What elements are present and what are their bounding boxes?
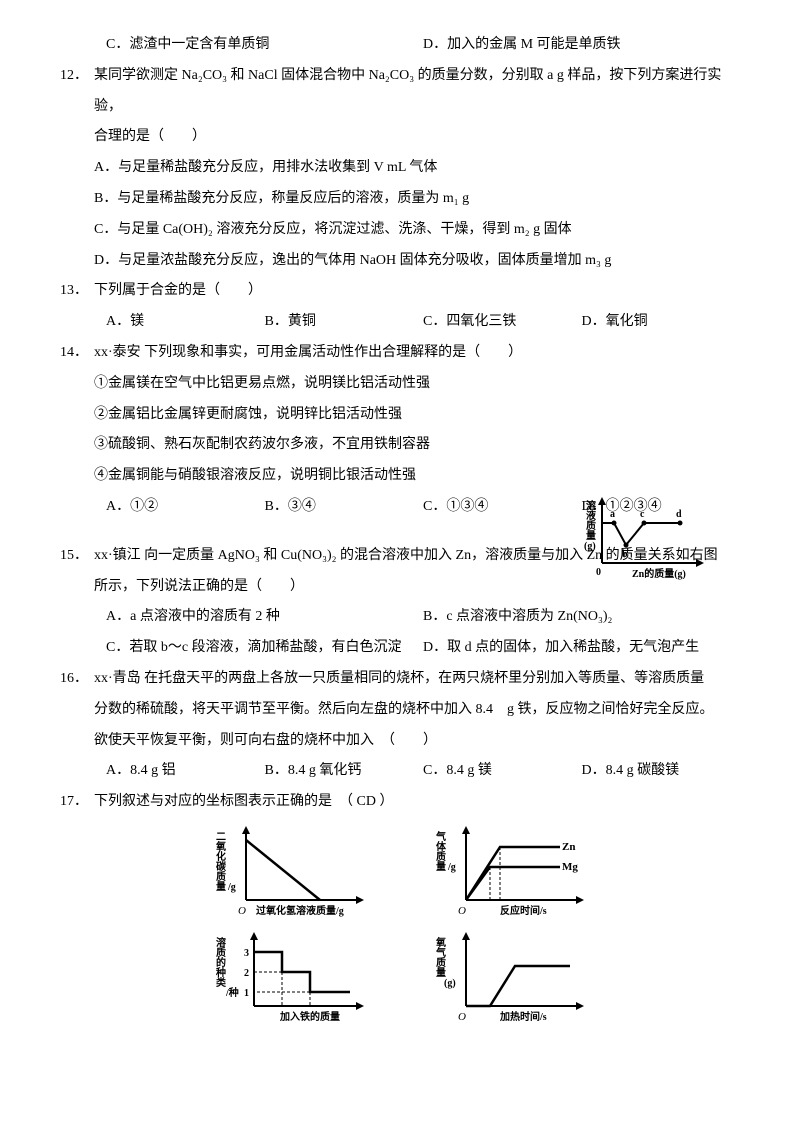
q13: 13． 下列属于合金的是（ ） <box>60 276 740 307</box>
q17-stem: 下列叙述与对应的坐标图表示正确的是 （ CD ） <box>94 787 740 818</box>
q11-D: D．加入的金属 M 可能是单质铁 <box>423 30 740 61</box>
q14-C: C．①③④ <box>423 492 582 523</box>
svg-text:/g: /g <box>227 882 236 893</box>
q15-num: 15． <box>60 541 94 572</box>
q16-stem: xx·青岛 在托盘天平的两盘上各放一只质量相同的烧杯，在两只烧杯里分别加入等质量… <box>94 664 740 695</box>
q13-C: C．四氧化三铁 <box>423 307 582 338</box>
svg-text:O: O <box>458 905 466 917</box>
q14-l3: ③硫酸铜、熟石灰配制农药波尔多液，不宜用铁制容器 <box>60 430 740 461</box>
q17-chart-C: 溶 质 的 种 类 /种 3 2 1 加入铁的质量 <box>210 928 370 1028</box>
svg-text:加入铁的质量: 加入铁的质量 <box>279 1010 340 1023</box>
q16-num: 16． <box>60 664 94 695</box>
q13-D: D．氧化铜 <box>582 307 741 338</box>
q16-options: A．8.4 g 铝 B．8.4 g 氧化钙 C．8.4 g 镁 D．8.4 g … <box>60 756 740 787</box>
q13-A: A．镁 <box>106 307 265 338</box>
q17: 17． 下列叙述与对应的坐标图表示正确的是 （ CD ） <box>60 787 740 818</box>
svg-text:类: 类 <box>216 976 226 989</box>
q14-l4: ④金属铜能与硝酸银溶液反应，说明铜比银活动性强 <box>60 461 740 492</box>
q14-B: B．③④ <box>265 492 424 523</box>
q13-num: 13． <box>60 276 94 307</box>
svg-text:O: O <box>238 905 246 917</box>
svg-text:Mg: Mg <box>562 861 578 873</box>
q12-A: A．与足量稀盐酸充分反应，用排水法收集到 V mL 气体 <box>60 153 740 184</box>
q16-stem2: 分数的稀硫酸，将天平调节至平衡。然后向左盘的烧杯中加入 8.4 g 铁，反应物之… <box>60 695 740 726</box>
q16-stem3: 欲使天平恢复平衡，则可向右盘的烧杯中加入 （ ） <box>60 726 740 757</box>
svg-text:a: a <box>610 509 615 520</box>
q14-num: 14． <box>60 338 94 369</box>
q15-A: A．a 点溶液中的溶质有 2 种 <box>106 602 423 633</box>
q12-D: D．与足量浓盐酸充分反应，逸出的气体用 NaOH 固体充分吸收，固体质量增加 m… <box>60 246 740 277</box>
q13-B: B．黄铜 <box>265 307 424 338</box>
q15-chart: 溶 液 质 量 (g) 0 Zn的质量(g) a b c d <box>580 493 710 583</box>
svg-text:(g): (g) <box>444 978 456 989</box>
q15-options-cd: C．若取 b～c 段溶液，滴加稀盐酸，有白色沉淀 D．取 d 点的固体，加入稀盐… <box>60 633 740 664</box>
q12-B: B．与足量稀盐酸充分反应，称量反应后的溶液，质量为 m₁ g <box>60 184 740 215</box>
svg-text:加热时间/s: 加热时间/s <box>499 1010 547 1023</box>
q12-stem: 某同学欲测定 Na₂CO₃ 和 NaCl 固体混合物中 Na₂CO₃ 的质量分数… <box>94 61 740 123</box>
q14-A: A．①② <box>106 492 265 523</box>
q14: 14． xx·泰安 下列现象和事实，可用金属活动性作出合理解释的是（ ） <box>60 338 740 369</box>
q15-B: B．c 点溶液中溶质为 Zn(NO₃)₂ <box>423 602 740 633</box>
q12: 12． 某同学欲测定 Na₂CO₃ 和 NaCl 固体混合物中 Na₂CO₃ 的… <box>60 61 740 123</box>
svg-text:/种: /种 <box>225 986 239 999</box>
q12-stem2: 合理的是（ ） <box>60 122 740 153</box>
q15-options-ab: A．a 点溶液中的溶质有 2 种 B．c 点溶液中溶质为 Zn(NO₃)₂ <box>60 602 740 633</box>
q13-stem: 下列属于合金的是（ ） <box>94 276 740 307</box>
q16-A: A．8.4 g 铝 <box>106 756 265 787</box>
svg-text:量: 量 <box>436 860 446 873</box>
q13-options: A．镁 B．黄铜 C．四氧化三铁 D．氧化铜 <box>60 307 740 338</box>
svg-text:O: O <box>458 1011 466 1023</box>
q17-chart-D: 氧 气 质 量 (g) O 加热时间/s <box>430 928 590 1028</box>
q16: 16． xx·青岛 在托盘天平的两盘上各放一只质量相同的烧杯，在两只烧杯里分别加… <box>60 664 740 695</box>
q16-C: C．8.4 g 镁 <box>423 756 582 787</box>
q11-options-cd: C．滤渣中一定含有单质铜 D．加入的金属 M 可能是单质铁 <box>60 30 740 61</box>
q14-l1: ①金属镁在空气中比铝更易点燃，说明镁比铝活动性强 <box>60 369 740 400</box>
svg-text:3: 3 <box>244 948 249 959</box>
q12-C: C．与足量 Ca(OH)₂ 溶液充分反应，将沉淀过滤、洗涤、干燥，得到 m₂ g… <box>60 215 740 246</box>
svg-text:Zn的质量(g): Zn的质量(g) <box>632 567 686 580</box>
q14-l2: ②金属铝比金属锌更耐腐蚀，说明锌比铝活动性强 <box>60 400 740 431</box>
svg-text:2: 2 <box>244 968 249 979</box>
svg-text:(g): (g) <box>584 541 596 552</box>
q11-C: C．滤渣中一定含有单质铜 <box>106 30 423 61</box>
q15-C: C．若取 b～c 段溶液，滴加稀盐酸，有白色沉淀 <box>106 633 423 664</box>
svg-text:量: 量 <box>216 880 226 893</box>
q14-stem: xx·泰安 下列现象和事实，可用金属活动性作出合理解释的是（ ） <box>94 338 740 369</box>
q12-num: 12． <box>60 61 94 92</box>
svg-text:1: 1 <box>244 988 249 999</box>
q17-chart-B: 气 体 质 量 /g O 反应时间/s Zn Mg <box>430 822 590 922</box>
q17-chart-A: 二 氧 化 碳 质 量 /g O 过氧化氢溶液质量/g <box>210 822 370 922</box>
svg-text:反应时间/s: 反应时间/s <box>500 904 547 917</box>
q16-B: B．8.4 g 氧化钙 <box>265 756 424 787</box>
q17-charts: 二 氧 化 碳 质 量 /g O 过氧化氢溶液质量/g 气 体 质 量 <box>60 822 740 1028</box>
svg-text:d: d <box>676 509 682 520</box>
svg-text:过氧化氢溶液质量/g: 过氧化氢溶液质量/g <box>256 904 344 917</box>
q15-D: D．取 d 点的固体，加入稀盐酸，无气泡产生 <box>423 633 740 664</box>
svg-text:Zn: Zn <box>562 841 575 853</box>
q17-num: 17． <box>60 787 94 818</box>
svg-text:b: b <box>622 549 628 560</box>
svg-text:/g: /g <box>447 862 456 873</box>
svg-text:c: c <box>640 509 645 520</box>
q16-D: D．8.4 g 碳酸镁 <box>582 756 741 787</box>
svg-text:0: 0 <box>596 567 601 578</box>
